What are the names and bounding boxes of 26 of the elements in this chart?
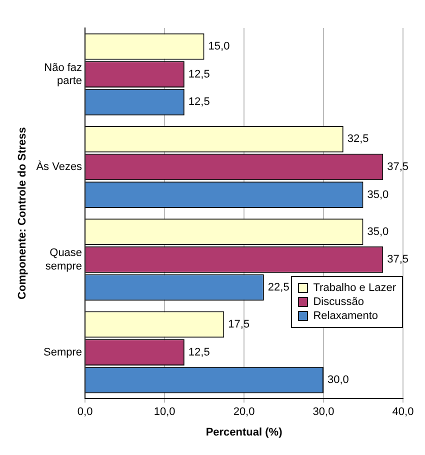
legend-label: Trabalho e Lazer [313,282,396,294]
legend-label: Discussão [313,296,364,308]
data-label: 12,5 [188,68,210,80]
x-tick-label: 40,0 [392,406,414,418]
y-tick-label: Sempre [44,346,82,358]
data-label: 35,0 [367,226,389,238]
y-tick-label: Quase sempre [45,247,82,272]
data-label: 37,5 [387,161,409,174]
data-label: 15,0 [208,40,230,53]
x-tick-label: 10,0 [154,406,176,418]
data-label: 35,0 [367,188,389,201]
data-label: 32,5 [347,133,369,146]
data-label: 17,5 [228,318,250,331]
y-tick-label: Não faz parte [44,62,82,87]
legend-label: Relaxamento [313,310,378,322]
x-axis-title: Percentual (%) [206,426,283,438]
data-label: 12,5 [188,346,210,358]
data-label: 37,5 [387,254,409,266]
x-tick-label: 20,0 [233,406,255,418]
y-axis-title: Componente: Controle do Stress [16,127,29,300]
x-tick-label: 0,0 [77,406,93,418]
data-label: 30,0 [328,374,349,386]
y-tick-label: Às Vezes [36,160,83,174]
data-label: 12,5 [188,96,210,108]
x-tick-label: 30,0 [312,406,334,418]
data-label: 22,5 [268,281,290,294]
